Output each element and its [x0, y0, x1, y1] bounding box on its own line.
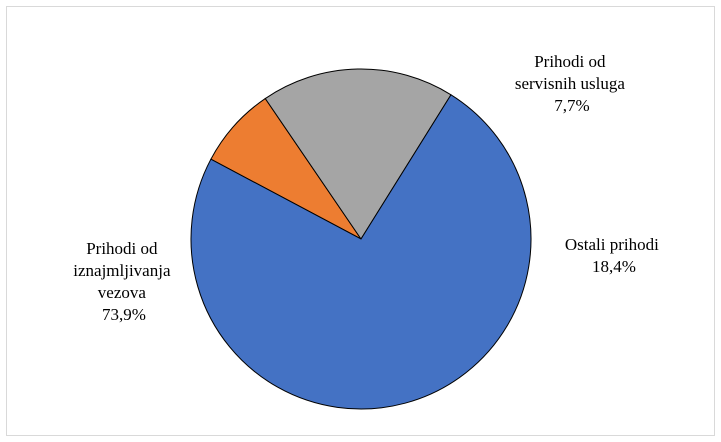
slice-iznajmljivanje-vezova — [190, 94, 532, 410]
label-servisne: Prihodi od servisnih usluga 7,7% — [515, 52, 629, 115]
slice-ostali-prihodi — [264, 68, 452, 240]
label-vezovi: Prihodi od iznajmljivanja vezova 73,9% — [73, 239, 175, 324]
label-ostali: Ostali prihodi 18,4% — [565, 235, 663, 276]
